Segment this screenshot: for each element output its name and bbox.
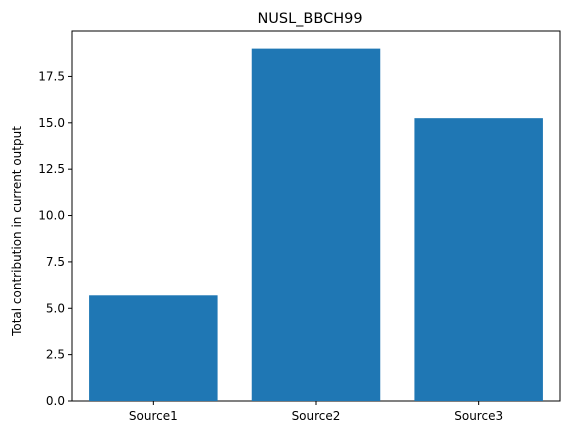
y-tick-label: 5.0	[46, 301, 65, 315]
y-axis: 0.0 2.5 5.0 7.5 10.0 12.5 15.0 17.5	[38, 69, 72, 408]
y-tick-label: 2.5	[46, 348, 65, 362]
bars	[89, 48, 543, 402]
y-tick-label: 12.5	[38, 162, 65, 176]
chart-title: NUSL_BBCH99	[257, 11, 362, 27]
y-tick-label: 17.5	[38, 69, 65, 83]
x-axis: Source1 Source2 Source3	[129, 401, 503, 423]
y-tick-label: 15.0	[38, 116, 65, 130]
bar-source1	[89, 295, 218, 401]
x-tick-label: Source3	[454, 409, 503, 423]
bar-source2	[251, 48, 381, 401]
x-tick-label: Source1	[129, 409, 178, 423]
x-tick-label: Source2	[292, 409, 341, 423]
y-tick-label: 7.5	[46, 255, 65, 269]
bar-source3	[414, 118, 543, 402]
y-tick-label: 10.0	[38, 209, 65, 223]
y-axis-label: Total contribution in current output	[10, 126, 24, 337]
y-tick-label: 0.0	[46, 394, 65, 408]
